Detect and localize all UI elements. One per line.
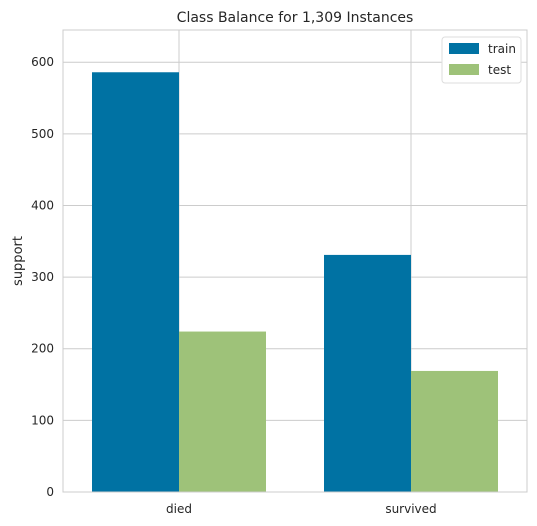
y-tick-label: 500 — [31, 127, 54, 141]
bar-test-survived — [411, 370, 498, 492]
legend-label-test: test — [488, 63, 511, 77]
y-tick-label: 400 — [31, 198, 54, 212]
plot-area — [62, 29, 528, 493]
bar-train-died — [92, 72, 179, 492]
legend: train test — [441, 36, 522, 84]
y-tick-label: 300 — [31, 270, 54, 284]
y-tick-label: 200 — [31, 342, 54, 356]
legend-swatch-train — [449, 43, 479, 54]
y-axis-label: support — [11, 236, 26, 286]
x-tick-label: survived — [385, 502, 436, 516]
y-tick-labels: 0 100 200 300 400 500 600 — [31, 55, 54, 499]
y-tick-label: 0 — [46, 485, 54, 499]
chart-title: Class Balance for 1,309 Instances — [177, 10, 414, 26]
bars — [92, 72, 498, 492]
bar-test-died — [179, 331, 266, 492]
y-tick-label: 600 — [31, 55, 54, 69]
bar-train-survived — [324, 254, 411, 492]
legend-label-train: train — [488, 42, 516, 56]
legend-swatch-test — [449, 64, 479, 75]
x-tick-labels: died survived — [166, 502, 437, 516]
plot-frame — [62, 29, 528, 493]
x-tick-label: died — [166, 502, 192, 516]
y-tick-label: 100 — [31, 413, 54, 427]
